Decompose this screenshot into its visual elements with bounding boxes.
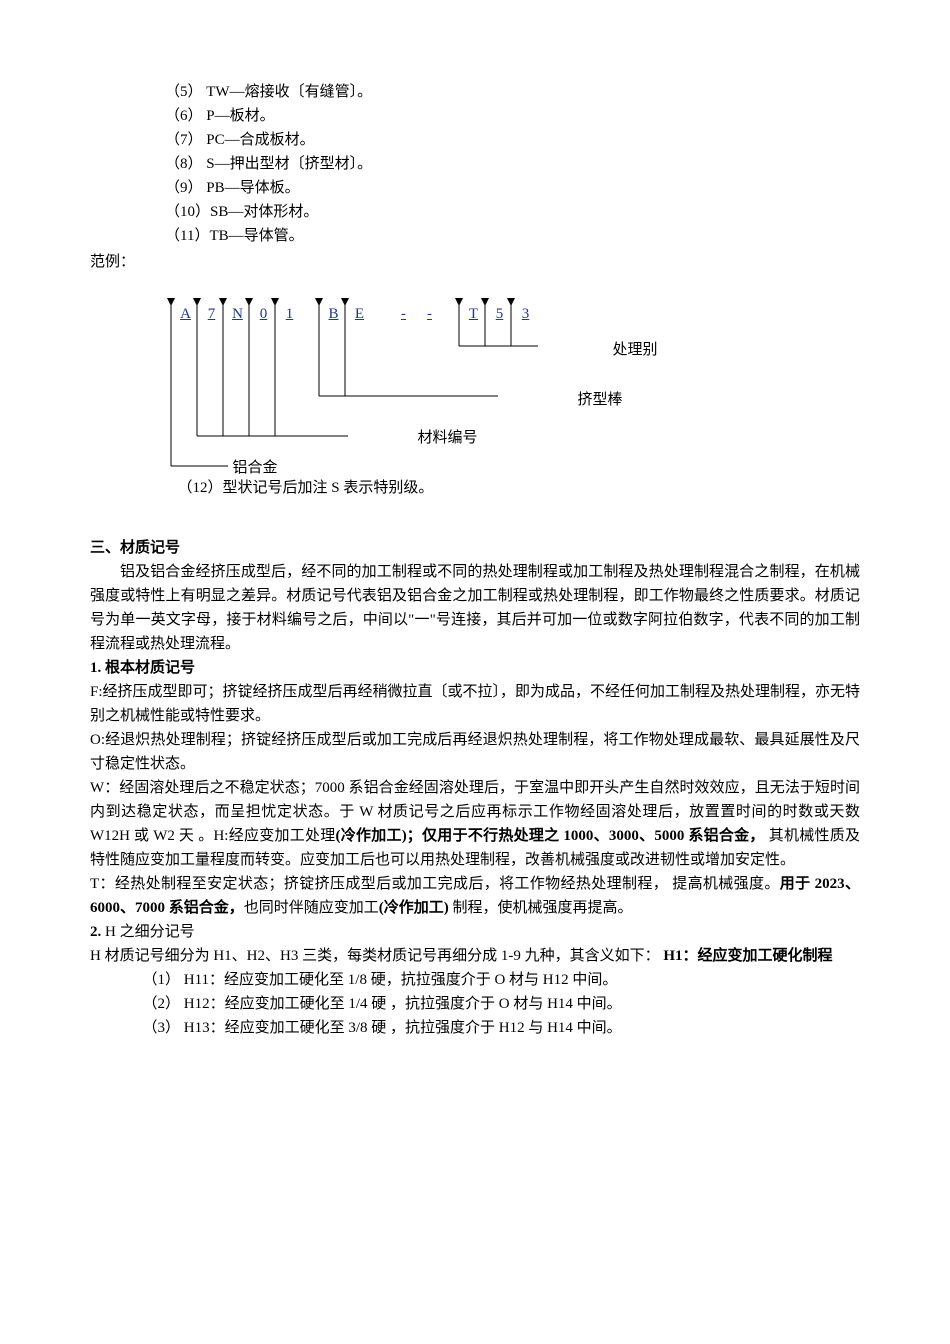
list-item: （2） H12：经应变加工硬化至 1/4 硬 ，抗拉强度介于 O 材与 H14 … — [143, 992, 861, 1016]
list-item: （5） TW—熔接收〔有缝管〕。 — [165, 80, 860, 104]
text-run-bold: H1：经应变加工硬化制程 — [663, 948, 832, 964]
list-item: （9） PB—导体板。 — [165, 176, 860, 200]
text-run: 制程，使机械强度再提高。 — [449, 900, 633, 916]
para-o: O:经退炽热处理制程；挤锭经挤压成型后或加工完成后再经退炽热处理制程，将工作物处… — [90, 728, 860, 776]
shape-code-list: （5） TW—熔接收〔有缝管〕。 （6） P—板材。 （7） PC—合成板材。 … — [165, 80, 860, 248]
code-diagram: A7N01BE--T53 处理别 挤型棒 材料编号 铝合金 （12）型状记号后加… — [158, 278, 861, 508]
diagram-label-bar: 挤型棒 — [578, 388, 623, 412]
text-run: T：经热处制程至安定状态；挤锭挤压成型后或加工完成后，将工作物经热处理制程， 提… — [90, 876, 780, 892]
text-run: H 材质记号细分为 H1、H2、H3 三类，每类材质记号再细分成 1-9 九种，… — [90, 948, 660, 964]
sub-2-intro: H 材质记号细分为 H1、H2、H3 三类，每类材质记号再细分成 1-9 九种，… — [90, 944, 860, 968]
list-item: （11）TB—导体管。 — [165, 224, 860, 248]
para-w-h: W：经固溶处理后之不稳定状态；7000 系铝合金经固溶处理后，于室温中即开头产生… — [90, 776, 860, 872]
list-item: （1） H11：经应变加工硬化至 1/8 硬，抗拉强度介于 O 材与 H12 中… — [143, 968, 861, 992]
section-3-para: 铝及铝合金经挤压成型后，经不同的加工制程或不同的热处理制程或加工制程及热处理制程… — [90, 560, 860, 656]
diagram-label-treatment: 处理别 — [613, 338, 658, 362]
diagram-label-matno: 材料编号 — [418, 426, 478, 450]
example-label: 范例： — [90, 250, 860, 274]
text-run-bold: 2. — [90, 924, 101, 940]
h-sub-list: （1） H11：经应变加工硬化至 1/8 硬，抗拉强度介于 O 材与 H12 中… — [143, 968, 861, 1040]
diagram-note12: （12）型状记号后加注 S 表示特别级。 — [178, 476, 434, 500]
text-run: T：经热处制程至安定状态；挤锭挤压成型后或加工完成后，将工作物经热处理制程， 提… — [90, 876, 780, 892]
list-item: （7） PC—合成板材。 — [165, 128, 860, 152]
text-run: H 之细分记号 — [101, 924, 194, 940]
text-run-bold: (冷作加工)；仅用于不行热处理之 1000、3000、5000 系铝合金， — [336, 828, 765, 844]
para-f: F:经挤压成型即可；挤锭经挤压成型后再经稍微拉直〔或不拉〕，即为成品，不经任何加… — [90, 680, 860, 728]
list-item: （6） P—板材。 — [165, 104, 860, 128]
para-t: T：经热处制程至安定状态；挤锭挤压成型后或加工完成后，将工作物经热处理制程， 提… — [90, 872, 860, 920]
section-3-title: 三、材质记号 — [90, 536, 860, 560]
list-item: （8） S—押出型材〔挤型材〕。 — [165, 152, 860, 176]
sub-2-title: 2. H 之细分记号 — [90, 920, 860, 944]
text-run: 也同时伴随应变加工 — [244, 900, 379, 916]
sub-1-title: 1. 根本材质记号 — [90, 656, 860, 680]
list-item: （3） H13：经应变加工硬化至 3/8 硬 ，抗拉强度介于 H12 与 H14… — [143, 1016, 861, 1040]
text-run-bold: (冷作加工) — [379, 900, 449, 916]
list-item: （10）SB—对体形材。 — [165, 200, 860, 224]
